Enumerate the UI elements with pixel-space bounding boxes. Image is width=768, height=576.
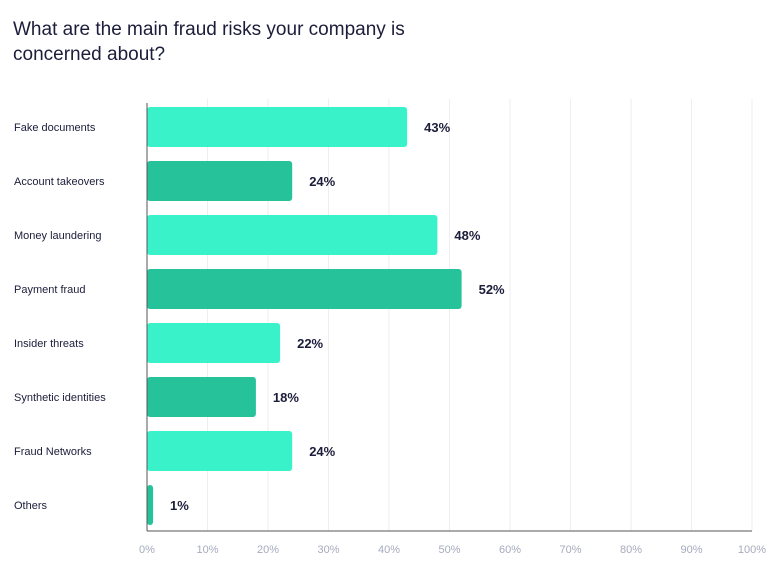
data-label: 43% [424, 120, 450, 135]
data-label: 24% [309, 444, 335, 459]
x-tick-label: 80% [620, 544, 642, 556]
bar [147, 485, 154, 525]
category-label: Fraud Networks [14, 446, 92, 458]
data-label: 18% [273, 390, 299, 405]
data-label: 22% [297, 336, 323, 351]
data-label: 1% [170, 498, 189, 513]
bar [147, 215, 438, 255]
x-tick-label: 50% [438, 544, 460, 556]
bar [147, 107, 408, 147]
data-label: 48% [454, 228, 480, 243]
category-label: Others [14, 500, 48, 512]
x-tick-label: 0% [139, 544, 155, 556]
category-label: Payment fraud [14, 284, 86, 296]
x-tick-label: 90% [680, 544, 702, 556]
x-tick-label: 60% [499, 544, 521, 556]
x-tick-label: 30% [317, 544, 339, 556]
data-label: 24% [309, 174, 335, 189]
bar [147, 161, 293, 201]
bar [147, 323, 281, 363]
data-label: 52% [479, 282, 505, 297]
category-label: Synthetic identities [14, 392, 106, 404]
category-label: Account takeovers [14, 176, 105, 188]
category-label: Insider threats [14, 338, 84, 350]
bar [147, 431, 293, 471]
bar [147, 269, 462, 309]
category-label: Money laundering [14, 230, 101, 242]
x-tick-label: 10% [196, 544, 218, 556]
x-tick-label: 20% [257, 544, 279, 556]
x-tick-label: 70% [559, 544, 581, 556]
chart-title: What are the main fraud risks your compa… [13, 19, 405, 65]
category-label: Fake documents [14, 122, 96, 134]
x-tick-label: 100% [738, 544, 766, 556]
bar [147, 377, 256, 417]
x-tick-label: 40% [378, 544, 400, 556]
